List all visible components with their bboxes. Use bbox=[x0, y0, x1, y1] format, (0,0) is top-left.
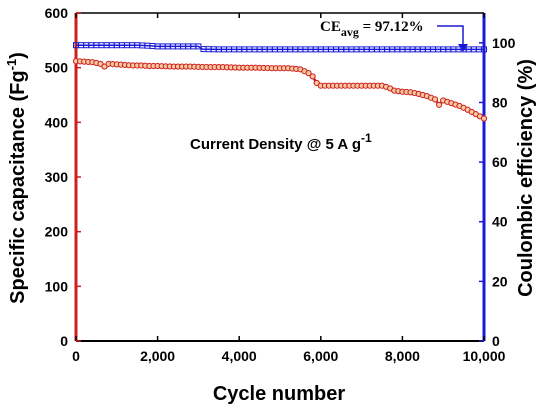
capacitance-point bbox=[480, 115, 488, 122]
ce-note-arrow-line bbox=[437, 25, 464, 46]
y-left-tick-label: 200 bbox=[45, 224, 69, 240]
capacitance-point bbox=[313, 79, 320, 87]
x-ticks-group: 0 2,000 4,000 6,000 8,000 10,000 bbox=[72, 13, 506, 364]
current-density-annotation: Current Density @ 5 A g-1 bbox=[190, 131, 372, 153]
x-tick-label: 4,000 bbox=[222, 348, 257, 364]
series-specific-capacitance bbox=[72, 58, 488, 122]
y-left-tick-label: 400 bbox=[45, 114, 69, 130]
y-right-tick-label: 60 bbox=[492, 154, 508, 170]
y-right-tick-label: 80 bbox=[492, 94, 508, 110]
ce-note-sub: avg bbox=[341, 25, 359, 39]
ce-note-main: CE bbox=[320, 19, 341, 35]
capacitance-point bbox=[431, 96, 439, 103]
series-coulombic-efficiency bbox=[73, 42, 487, 53]
y-left-ticks-group: 0 100 200 300 400 500 600 bbox=[45, 5, 81, 349]
y-left-tick-label: 600 bbox=[45, 5, 69, 21]
y-right-tick-label: 0 bbox=[492, 333, 500, 349]
ce-note-arrowhead bbox=[458, 44, 468, 52]
annotation-main: Current Density @ 5 A g bbox=[190, 136, 361, 153]
y-right-tick-label: 20 bbox=[492, 273, 508, 289]
x-tick-label: 10,000 bbox=[463, 348, 506, 364]
y-right-ticks-group: 0 20 40 60 80 100 bbox=[479, 35, 516, 349]
x-tick-label: 2,000 bbox=[140, 348, 175, 364]
y-left-axis-title-sup: -1 bbox=[4, 59, 19, 71]
y-left-tick-label: 300 bbox=[45, 169, 69, 185]
capacitance-point bbox=[309, 73, 316, 80]
y-right-axis-title: Coulombic efficiency (%) bbox=[515, 59, 537, 297]
ce-note-tail: = 97.12% bbox=[359, 19, 424, 35]
capacitance-point bbox=[101, 63, 108, 70]
y-right-tick-label: 40 bbox=[492, 214, 508, 230]
x-tick-label: 8,000 bbox=[385, 348, 420, 364]
ce-point bbox=[481, 46, 487, 53]
annotation-sup: -1 bbox=[361, 131, 372, 145]
series-line-coulombic-efficiency bbox=[76, 44, 484, 51]
y-left-axis-title: Specific capacitance (Fg-1) bbox=[4, 52, 29, 304]
y-left-axis-title-main: Specific capacitance (Fg bbox=[7, 70, 29, 303]
y-left-tick-label: 0 bbox=[60, 333, 68, 349]
capacitance-point bbox=[305, 70, 312, 77]
y-left-axis-title-tail: ) bbox=[7, 52, 29, 59]
x-tick-label: 6,000 bbox=[303, 348, 338, 364]
y-left-tick-label: 100 bbox=[45, 278, 69, 294]
capacitance-point bbox=[97, 60, 104, 67]
ce-average-note: CEavg = 97.12% bbox=[320, 19, 424, 39]
y-right-tick-label: 100 bbox=[492, 35, 516, 51]
capacitance-point bbox=[436, 101, 443, 108]
y-left-tick-label: 500 bbox=[45, 60, 69, 76]
x-axis-title: Cycle number bbox=[213, 383, 345, 405]
x-tick-label: 0 bbox=[72, 348, 80, 364]
